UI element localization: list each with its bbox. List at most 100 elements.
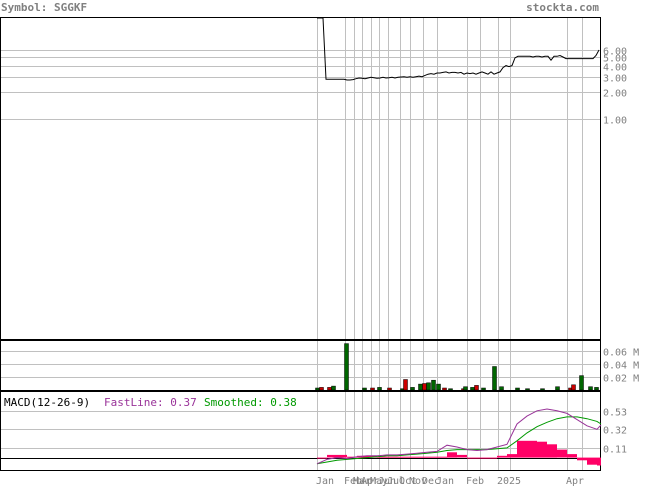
volume-bar	[331, 385, 336, 391]
volume-bar	[463, 386, 468, 391]
volume-bar	[315, 387, 320, 391]
volume-bar	[370, 387, 375, 391]
macd-histogram-bar	[587, 457, 597, 465]
macd-histogram-bar	[397, 456, 407, 458]
volume-bar	[319, 387, 324, 391]
price-tick-label: 3.00	[603, 74, 627, 85]
volume-bar	[422, 383, 427, 391]
volume-bar	[474, 385, 479, 391]
macd-histogram-bar	[387, 456, 397, 458]
macd-histogram-bar	[567, 454, 577, 458]
price-tick-label: 6.00	[603, 47, 627, 58]
macd-panel-frame	[0, 391, 601, 471]
macd-histogram-bar	[557, 449, 567, 458]
volume-bar	[426, 382, 431, 391]
macd-fast-line	[316, 408, 602, 465]
volume-bar	[442, 387, 447, 391]
macd-histogram-bar	[517, 440, 527, 458]
macd-histogram-bar	[547, 444, 557, 458]
x-axis-label: Nov	[409, 476, 427, 486]
macd-histogram-bar	[377, 456, 387, 458]
macd-smooth-label: Smoothed: 0.38	[204, 396, 297, 409]
macd-histogram-bar	[477, 457, 487, 459]
price-panel-frame	[0, 17, 601, 340]
volume-bar	[377, 387, 382, 391]
volume-tick-label: 0.04 M	[603, 361, 639, 372]
volume-bar	[448, 388, 453, 391]
volume-bar	[555, 386, 560, 391]
axis-labels: 1.00 2.00 3.004.005.006.00 0.02 M 0.04 M 0.06…	[316, 47, 639, 486]
volume-bar	[418, 383, 423, 391]
volume-bar	[540, 388, 545, 391]
macd-histogram-bar	[597, 457, 601, 466]
volume-bar	[436, 383, 441, 391]
macd-tick-label: 0.32	[603, 426, 627, 437]
x-axis-label: Oct	[399, 476, 417, 486]
macd-title: MACD(12-26-9)	[4, 396, 90, 409]
macd-histogram-bar	[327, 454, 337, 458]
x-axis-label: 2025	[497, 476, 521, 486]
x-axis-label: May	[370, 476, 388, 486]
volume-bar	[588, 386, 593, 391]
macd-histogram-bar	[407, 456, 417, 458]
macd-fast-label: FastLine: 0.37	[104, 396, 197, 409]
volume-panel-frame	[0, 340, 601, 391]
volume-tick-label: 0.02 M	[603, 374, 639, 385]
volume-bar	[579, 375, 584, 391]
price-line	[317, 17, 600, 81]
volume-bar	[525, 388, 530, 391]
macd-histogram-bar	[447, 452, 457, 458]
volume-bar	[387, 387, 392, 391]
price-tick-label: 5.00	[603, 54, 627, 65]
volume-bar	[499, 386, 504, 391]
x-axis-label: Jan	[436, 476, 454, 486]
volume-bar	[515, 387, 520, 391]
x-axis-label: Mar	[353, 476, 371, 486]
macd-tick-label: 0.53	[603, 408, 627, 419]
grid-lines	[1, 18, 600, 470]
price-tick-label: 4.00	[603, 63, 627, 74]
volume-bar	[362, 387, 367, 391]
volume-bar	[470, 387, 475, 391]
x-axis-label: Dec	[422, 476, 440, 486]
macd-histogram-bar	[457, 454, 467, 458]
macd-histogram-bar	[437, 456, 447, 458]
volume-bar	[403, 379, 408, 391]
volume-bar	[571, 384, 576, 391]
x-axis-label: Feb	[466, 476, 484, 486]
macd-tick-label: 0.11	[603, 445, 627, 456]
price-series	[317, 17, 600, 81]
price-tick-label: 1.00	[603, 116, 627, 127]
macd-histogram-bar	[317, 457, 327, 459]
macd-histogram-bar	[417, 456, 427, 458]
macd-histogram-bar	[427, 456, 437, 458]
volume-series	[315, 343, 599, 391]
macd-series	[1, 408, 602, 466]
volume-bar	[344, 343, 349, 391]
x-axis-label: Jan	[316, 476, 334, 486]
macd-smooth-line	[316, 416, 602, 465]
macd-histogram-bar	[507, 454, 517, 458]
x-axis-label: Apr	[361, 476, 379, 486]
macd-histogram-bar	[467, 457, 477, 459]
x-axis-label: Apr	[566, 476, 584, 486]
macd-histogram-bar	[537, 441, 547, 458]
volume-bar	[327, 387, 332, 391]
volume-bar	[481, 387, 486, 391]
macd-histogram-bar	[497, 455, 507, 458]
price-tick-label: 2.00	[603, 89, 627, 100]
volume-bar	[594, 387, 599, 391]
x-axis-label: Jul	[387, 476, 405, 486]
volume-bar	[431, 379, 436, 391]
macd-histogram-bar	[487, 457, 497, 459]
symbol-label: Symbol: SGGKF	[1, 1, 87, 14]
x-axis-label: Feb	[344, 476, 362, 486]
site-name: stockta.com	[526, 1, 599, 14]
volume-bar	[410, 387, 415, 391]
volume-bar	[492, 366, 497, 391]
macd-histogram-bar	[527, 440, 537, 458]
volume-tick-label: 0.06 M	[603, 348, 639, 359]
macd-histogram-bar	[577, 457, 587, 461]
x-axis-label: Jun	[378, 476, 396, 486]
